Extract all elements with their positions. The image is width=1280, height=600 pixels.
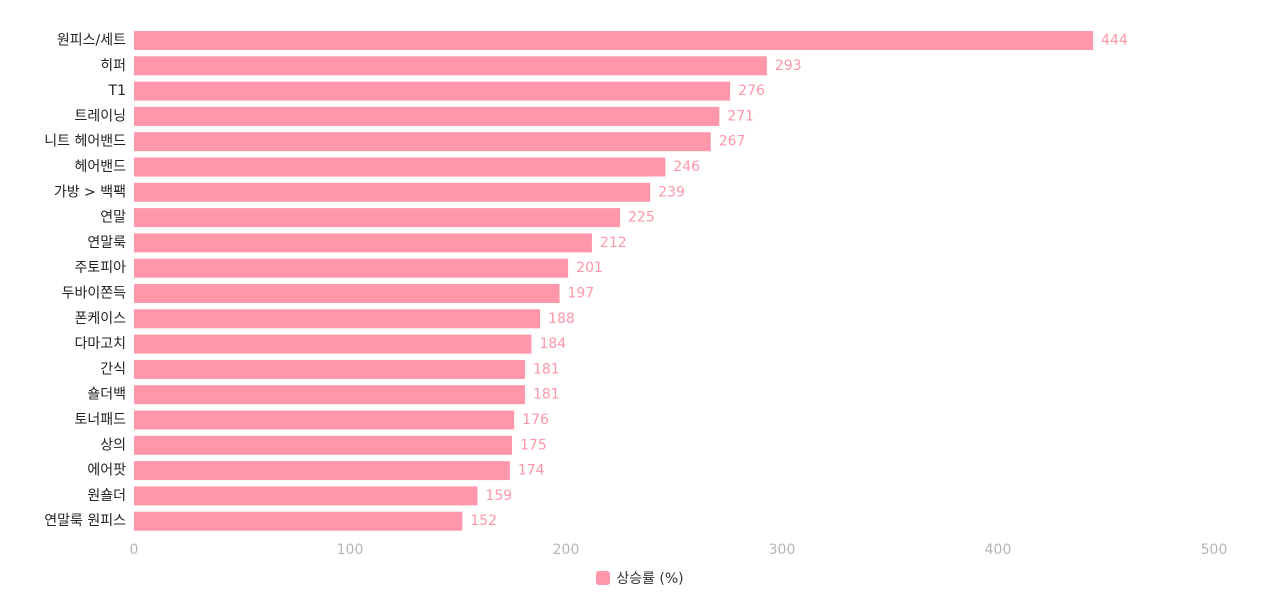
category-label: 원피스/세트 <box>57 33 126 49</box>
bar[interactable] <box>134 157 666 177</box>
x-tick-label: 0 <box>130 542 139 558</box>
bar[interactable] <box>134 486 478 506</box>
category-label: 가방 > 백팩 <box>54 184 126 200</box>
data-label: 212 <box>600 235 627 251</box>
category-label: 숄더백 <box>87 387 126 403</box>
legend-label: 상승률 (%) <box>616 571 684 587</box>
bar[interactable] <box>134 309 541 329</box>
data-label: 246 <box>673 159 700 175</box>
x-tick-label: 400 <box>985 542 1012 558</box>
category-label: 연말룩 <box>87 235 126 251</box>
category-label: 간식 <box>100 361 126 377</box>
category-label: 다마고치 <box>74 336 126 352</box>
x-tick-label: 100 <box>337 542 364 558</box>
bar[interactable] <box>134 435 512 455</box>
legend[interactable]: 상승률 (%) <box>0 568 1280 588</box>
bar[interactable] <box>134 410 515 430</box>
bar[interactable] <box>134 81 731 101</box>
bar[interactable] <box>134 233 592 253</box>
category-label: 헤어밴드 <box>74 159 126 175</box>
data-label: 239 <box>658 184 685 200</box>
data-label: 293 <box>775 58 802 74</box>
data-label: 225 <box>628 210 655 226</box>
data-label: 175 <box>520 437 547 453</box>
category-label: 니트 헤어밴드 <box>44 134 126 150</box>
data-label: 159 <box>485 488 512 504</box>
bar[interactable] <box>134 385 525 405</box>
category-label: 에어팟 <box>87 463 126 479</box>
x-tick-label: 500 <box>1201 542 1228 558</box>
bar[interactable] <box>134 334 532 354</box>
data-label: 184 <box>539 336 566 352</box>
category-label: 주토피아 <box>74 260 126 276</box>
data-label: 444 <box>1101 33 1128 49</box>
bar[interactable] <box>134 258 569 278</box>
data-label: 271 <box>727 108 754 124</box>
bar[interactable] <box>134 106 720 126</box>
legend-swatch <box>596 571 611 585</box>
category-label: 연말 <box>100 210 126 226</box>
bar[interactable] <box>134 132 711 152</box>
bar[interactable] <box>134 31 1094 50</box>
data-label: 152 <box>470 513 497 529</box>
data-label: 181 <box>533 387 560 403</box>
data-label: 188 <box>548 311 575 327</box>
category-label: 연말룩 원피스 <box>44 513 126 529</box>
category-label: 원숄더 <box>87 488 126 504</box>
data-label: 181 <box>533 361 560 377</box>
bar[interactable] <box>134 284 560 303</box>
category-label: 상의 <box>100 437 126 453</box>
data-label: 201 <box>576 260 603 276</box>
x-tick-label: 300 <box>769 542 796 558</box>
data-label: 176 <box>522 412 549 428</box>
data-label: 267 <box>719 134 746 150</box>
x-tick-label: 200 <box>553 542 580 558</box>
category-label: 폰케이스 <box>74 311 126 327</box>
data-label: 276 <box>738 83 765 99</box>
category-label: T1 <box>108 83 126 99</box>
category-label: 트레이닝 <box>74 108 126 124</box>
bar[interactable] <box>134 511 463 531</box>
category-label: 히퍼 <box>100 58 126 74</box>
bar[interactable] <box>134 461 510 481</box>
bar-chart: 원피스/세트 444 히퍼 293 T1 276 트레이닝 271 니트 헤어밴드 267 헤어밴드… <box>44 31 1228 558</box>
bar[interactable] <box>134 56 767 76</box>
bar[interactable] <box>134 359 525 379</box>
category-label: 두바이쫀득 <box>62 286 127 302</box>
bar[interactable] <box>134 182 651 202</box>
category-label: 토너패드 <box>74 412 126 428</box>
data-label: 197 <box>568 286 595 302</box>
data-label: 174 <box>518 463 545 479</box>
bar[interactable] <box>134 208 620 228</box>
